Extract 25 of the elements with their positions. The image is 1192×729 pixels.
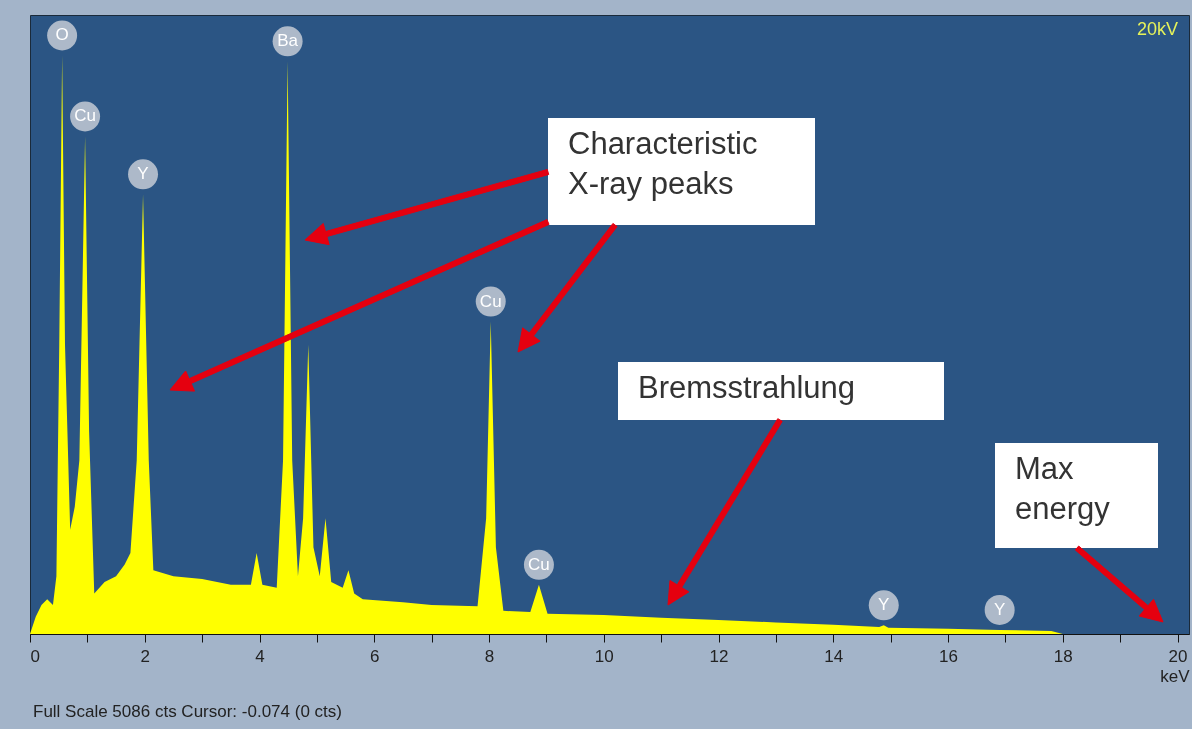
x-tick-label: 8 bbox=[484, 646, 495, 666]
x-tick-label: 10 bbox=[594, 646, 614, 666]
annotation: O bbox=[55, 25, 69, 45]
annotation: Y bbox=[878, 595, 890, 615]
annotation: Y bbox=[137, 164, 149, 184]
annotation: Cu bbox=[528, 554, 550, 574]
x-tick-label: 6 bbox=[370, 646, 380, 666]
x-tick-label: 0 bbox=[30, 646, 40, 666]
annotation: Cu bbox=[74, 106, 96, 126]
x-tick-label: 14 bbox=[824, 646, 844, 666]
x-tick-label: 16 bbox=[939, 646, 958, 666]
annotation: Cu bbox=[479, 291, 502, 311]
x-tick-label: 4 bbox=[255, 646, 265, 666]
annotation: Bremsstrahlung bbox=[638, 370, 856, 405]
annotation: Characteristic X-ray peaks bbox=[568, 126, 758, 201]
annotation: Max energy bbox=[1015, 451, 1111, 526]
x-axis-title: keV bbox=[1160, 666, 1191, 686]
annotation: Ba bbox=[277, 31, 299, 51]
x-tick-label: 20 bbox=[1168, 646, 1188, 666]
text: Full Scale 5086 cts Cursor: -0.074 (0 cts) bbox=[33, 702, 342, 721]
x-tick-label: 18 bbox=[1053, 646, 1073, 666]
x-tick-label: 2 bbox=[140, 646, 150, 666]
text: 20kV bbox=[1136, 19, 1178, 39]
x-tick-label: 12 bbox=[709, 646, 729, 666]
annotation: Y bbox=[993, 599, 1006, 619]
